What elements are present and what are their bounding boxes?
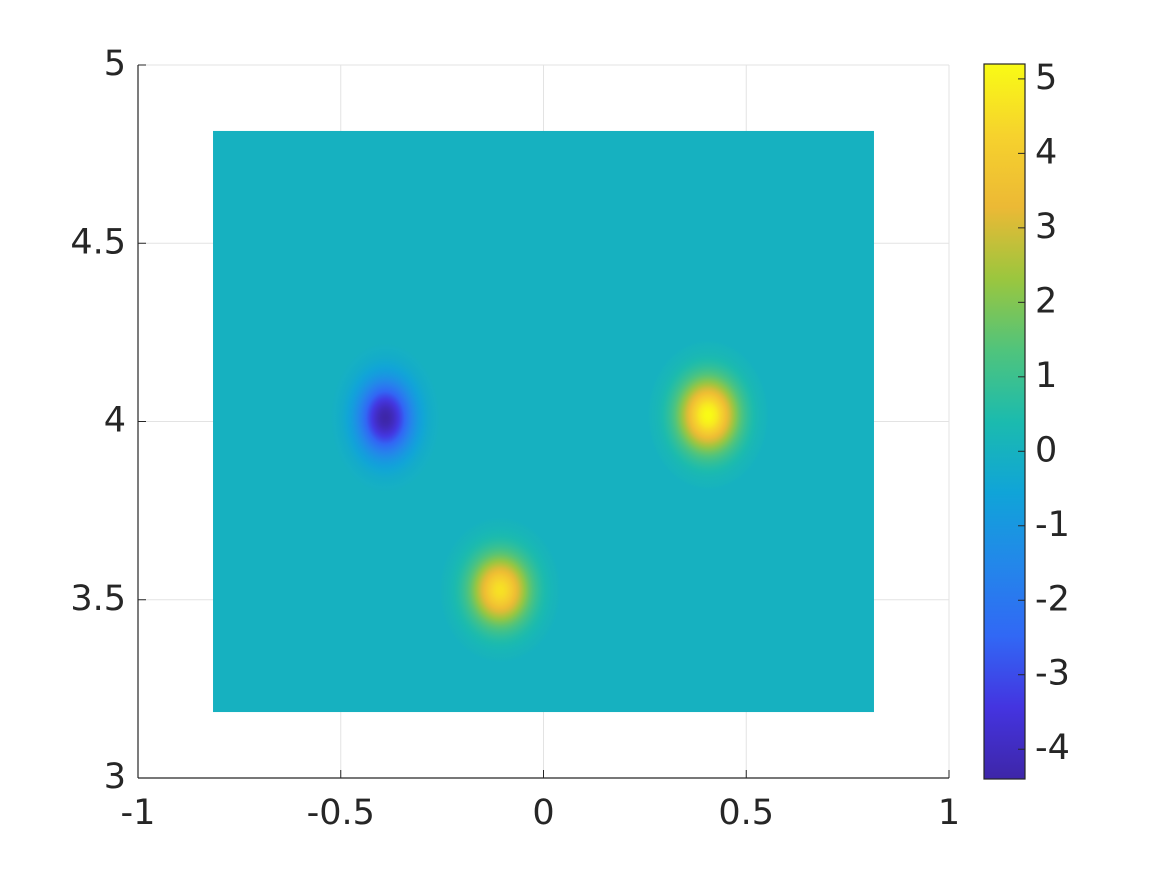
colorbar-tick-label: 5 [1035, 58, 1057, 98]
y-tick-label: 4.5 [70, 222, 126, 262]
blob [439, 517, 561, 663]
y-tick-label: 3 [104, 757, 126, 797]
colorbar-tick-label: -3 [1035, 654, 1070, 694]
colorbar-tick-label: 1 [1035, 356, 1057, 396]
colorbar-tick-label: 2 [1035, 281, 1057, 321]
y-tick-label: 4 [104, 401, 126, 441]
colorbar-tick-label: 0 [1035, 430, 1057, 470]
x-tick-label: -1 [121, 793, 156, 833]
x-tick-label: 0.5 [718, 793, 774, 833]
colorbar [983, 63, 1026, 780]
x-tick-label: 1 [938, 793, 960, 833]
y-tick-label: 5 [104, 44, 126, 84]
y-tick-label: 3.5 [70, 579, 126, 619]
colorbar-tick-label: 3 [1035, 207, 1057, 247]
blob [330, 343, 441, 493]
x-tick-label: 0 [532, 793, 554, 833]
colorbar-tick-label: -1 [1035, 505, 1070, 545]
colorbar-tick-label: -2 [1035, 579, 1070, 619]
x-tick-label: -0.5 [307, 793, 375, 833]
blob [647, 340, 769, 490]
colorbar-tick-label: -4 [1035, 728, 1070, 768]
colorbar-tick-label: 4 [1035, 132, 1057, 172]
